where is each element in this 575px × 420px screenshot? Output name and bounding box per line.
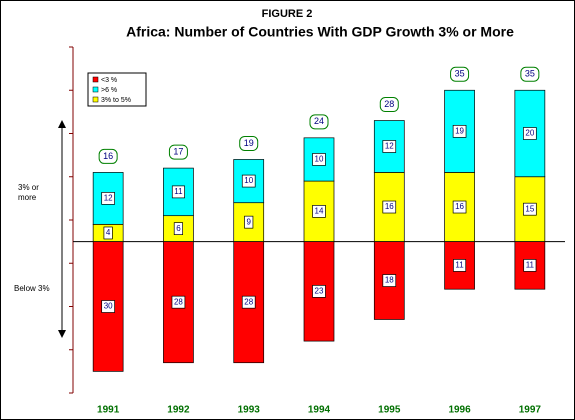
value-label-box <box>103 226 113 240</box>
value-label-box <box>241 174 256 188</box>
bar-segment <box>373 120 405 173</box>
upper-label-text: 3% or <box>18 183 39 192</box>
legend-label: >6 % <box>101 87 117 94</box>
total-label: 16 <box>103 151 113 161</box>
legend-label: <3 % <box>101 77 117 84</box>
total-label: 28 <box>384 99 394 109</box>
x-tick-label: 1997 <box>519 405 542 416</box>
x-tick-label: 1994 <box>308 405 331 416</box>
legend-swatch <box>92 96 99 103</box>
value-label-box <box>171 295 186 309</box>
value-label-box <box>241 295 256 309</box>
value-label-box <box>312 285 326 298</box>
total-box <box>309 114 329 130</box>
value-label: 10 <box>244 176 253 185</box>
value-label-box <box>312 205 326 218</box>
value-label: 10 <box>315 155 324 164</box>
total-label: 19 <box>244 138 254 148</box>
bar-segment <box>444 89 475 173</box>
value-label: 28 <box>244 297 253 306</box>
value-label: 16 <box>455 202 464 211</box>
x-tick-label: 1992 <box>167 405 190 416</box>
value-label: 15 <box>525 204 534 213</box>
value-label-box <box>171 185 185 199</box>
x-tick-label: 1996 <box>448 405 471 416</box>
value-label: 11 <box>455 261 464 270</box>
total-box <box>98 148 118 164</box>
value-label: 12 <box>385 142 394 151</box>
total-box <box>520 66 540 82</box>
total-label: 24 <box>314 116 324 126</box>
value-label: 4 <box>106 228 111 237</box>
value-label-box <box>173 222 184 235</box>
x-tick-label: 1991 <box>97 405 120 416</box>
value-label: 11 <box>174 187 183 196</box>
value-label-box <box>453 259 467 272</box>
total-label: 35 <box>525 69 535 79</box>
total-box <box>239 135 259 151</box>
chart-title: Africa: Number of Countries With GDP Gro… <box>126 24 514 40</box>
value-label-box <box>523 202 537 216</box>
upper-label: 3% or more <box>18 183 41 202</box>
value-label-box <box>382 140 397 153</box>
total-label: 17 <box>173 146 183 156</box>
total-box <box>379 97 399 113</box>
value-label-box <box>523 259 537 272</box>
value-label-box <box>312 153 326 166</box>
bar-segment <box>233 159 265 204</box>
x-tick-label: 1993 <box>238 405 261 416</box>
value-label-box <box>452 200 467 214</box>
total-box <box>168 144 188 160</box>
legend-swatch <box>92 86 99 93</box>
value-label: 18 <box>385 276 394 285</box>
value-label-box <box>244 215 254 229</box>
value-label: 20 <box>525 129 534 138</box>
value-label: 23 <box>315 286 324 295</box>
value-label: 14 <box>315 206 324 215</box>
figure-label: FIGURE 2 <box>262 8 313 20</box>
value-label: 11 <box>526 261 535 270</box>
legend-swatch <box>92 76 99 83</box>
value-label-box <box>101 300 115 313</box>
value-label: 12 <box>104 193 113 202</box>
value-label: 28 <box>174 297 183 306</box>
value-label-box <box>382 200 397 214</box>
lower-label: Below 3% <box>14 284 50 293</box>
x-tick-label: 1995 <box>378 405 401 416</box>
value-label-box <box>382 274 397 287</box>
legend-label: 3% to 5% <box>101 97 131 104</box>
upper-label-text-2: more <box>18 193 37 202</box>
value-label: 30 <box>104 302 113 311</box>
value-label-box <box>523 127 537 140</box>
total-label: 35 <box>455 69 465 79</box>
value-label: 9 <box>246 217 251 226</box>
value-label-box <box>101 192 115 205</box>
value-label: 6 <box>176 224 181 233</box>
value-label-box <box>452 124 467 138</box>
value-label: 19 <box>455 126 464 135</box>
total-box <box>450 66 470 82</box>
value-label: 16 <box>385 202 394 211</box>
